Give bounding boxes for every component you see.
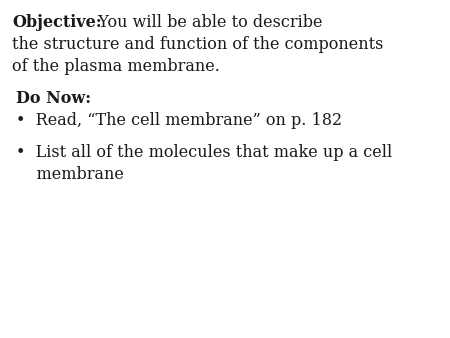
Text: •  Read, “The cell membrane” on p. 182: • Read, “The cell membrane” on p. 182	[16, 112, 342, 129]
Text: of the plasma membrane.: of the plasma membrane.	[12, 58, 220, 75]
Text: You will be able to describe: You will be able to describe	[88, 14, 323, 31]
Text: Objective:: Objective:	[12, 14, 102, 31]
Text: membrane: membrane	[16, 166, 124, 183]
Text: the structure and function of the components: the structure and function of the compon…	[12, 36, 383, 53]
Text: Do Now:: Do Now:	[16, 90, 91, 107]
Text: •  List all of the molecules that make up a cell: • List all of the molecules that make up…	[16, 144, 392, 161]
